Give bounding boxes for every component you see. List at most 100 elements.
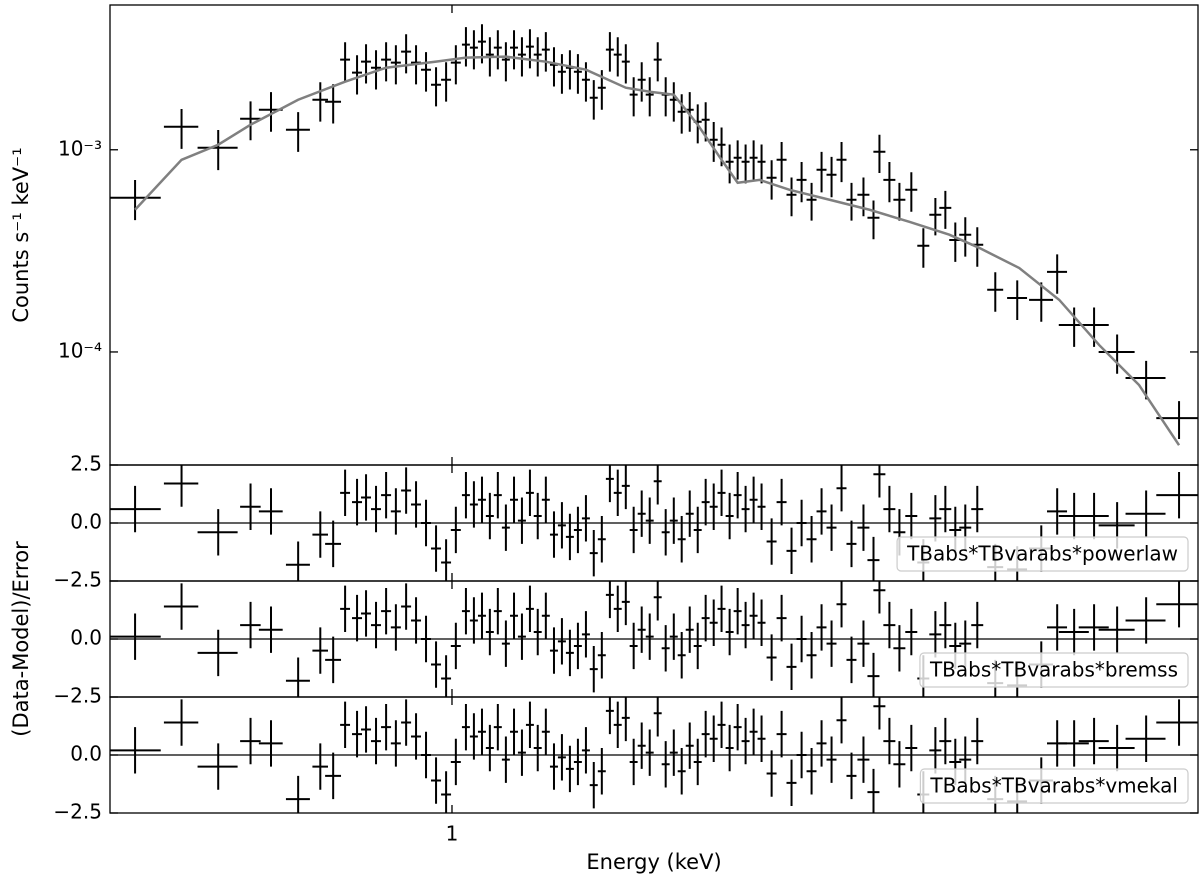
- error-bar: [573, 54, 582, 94]
- error-bar: [605, 32, 614, 72]
- error-bar: [846, 752, 857, 800]
- error-bar: [867, 768, 880, 813]
- error-bar: [510, 30, 518, 70]
- error-bar: [883, 485, 896, 533]
- error-bar: [1156, 471, 1198, 519]
- error-bar: [629, 77, 638, 117]
- error-bar: [461, 587, 470, 635]
- error-bar: [525, 29, 534, 69]
- error-bar: [867, 536, 880, 581]
- error-bar: [621, 465, 630, 510]
- error-bar: [390, 45, 401, 85]
- error-bar: [549, 627, 558, 674]
- error-bar: [645, 729, 654, 776]
- error-bar: [565, 745, 574, 793]
- error-bar: [749, 476, 758, 523]
- error-bar: [826, 620, 837, 667]
- error-bar: [917, 228, 930, 268]
- error-bar: [741, 717, 750, 765]
- error-bar: [883, 717, 896, 765]
- error-bar: [477, 708, 486, 755]
- error-bar: [1007, 280, 1028, 320]
- error-bar: [959, 217, 972, 257]
- error-bar: [485, 724, 494, 772]
- error-bar: [776, 478, 787, 526]
- error-bar: [285, 541, 310, 581]
- error-bar: [733, 703, 742, 751]
- error-bar: [411, 713, 422, 760]
- error-bar: [441, 539, 452, 581]
- error-bar: [421, 615, 431, 663]
- error-bar: [110, 485, 161, 533]
- error-bar: [929, 727, 942, 774]
- error-bar: [411, 481, 422, 528]
- error-bar: [431, 641, 442, 688]
- error-bar: [629, 738, 638, 786]
- error-bar: [939, 717, 952, 765]
- error-bar: [725, 492, 734, 540]
- y-tick-label: −2.5: [53, 800, 102, 824]
- legend-box: [919, 652, 1189, 688]
- error-bar: [565, 629, 574, 677]
- error-bar: [857, 504, 870, 551]
- error-bar: [493, 587, 502, 635]
- error-bar: [637, 490, 646, 537]
- error-bar: [883, 161, 896, 203]
- error-bar: [776, 594, 787, 642]
- error-bar: [741, 601, 750, 649]
- error-bar: [929, 611, 942, 658]
- error-bar: [565, 513, 574, 561]
- error-bar: [197, 129, 238, 171]
- error-bar: [581, 727, 590, 774]
- error-bar: [987, 272, 1004, 312]
- error-bar: [1078, 717, 1109, 765]
- error-bar: [352, 55, 363, 95]
- error-bar: [325, 84, 342, 124]
- error-bar: [240, 601, 261, 649]
- error-bar: [637, 62, 646, 102]
- error-bar: [381, 471, 392, 519]
- error-bar: [390, 720, 401, 767]
- error-bar: [589, 645, 598, 693]
- error-bar: [370, 601, 381, 649]
- error-bar: [733, 471, 742, 519]
- error-bar: [766, 160, 777, 200]
- error-bar: [533, 492, 542, 540]
- error-bar: [401, 34, 412, 74]
- error-bar: [645, 77, 654, 117]
- error-bar: [1078, 492, 1109, 540]
- error-bar: [857, 736, 870, 783]
- error-bar: [629, 506, 638, 554]
- error-bar: [939, 190, 952, 229]
- error-bar: [493, 471, 502, 519]
- error-bar: [1156, 581, 1198, 628]
- error-bar: [677, 516, 686, 563]
- y-tick-label: −2.5: [53, 568, 102, 592]
- error-bar: [431, 757, 442, 804]
- panel-data: [110, 465, 1198, 581]
- error-bar: [741, 485, 750, 533]
- error-bar: [846, 636, 857, 684]
- error-bar: [893, 625, 906, 672]
- error-bar: [461, 703, 470, 751]
- error-bar: [867, 200, 880, 240]
- error-bar: [589, 80, 598, 120]
- error-bar: [709, 483, 718, 530]
- error-bar: [352, 594, 363, 642]
- error-bar: [597, 748, 606, 795]
- error-bar: [110, 727, 161, 774]
- error-bar: [867, 652, 880, 697]
- error-bar: [197, 743, 238, 790]
- error-bar: [517, 497, 526, 544]
- error-bar: [796, 499, 807, 547]
- error-bar: [163, 583, 199, 630]
- panel-data: [110, 697, 1198, 813]
- error-bar: [450, 738, 461, 786]
- panel-data: [110, 581, 1198, 697]
- error-bar: [605, 581, 614, 619]
- error-bar: [381, 42, 392, 82]
- error-bar: [836, 465, 847, 512]
- error-bar: [1125, 597, 1166, 644]
- error-bar: [525, 701, 534, 749]
- error-bar: [589, 529, 598, 577]
